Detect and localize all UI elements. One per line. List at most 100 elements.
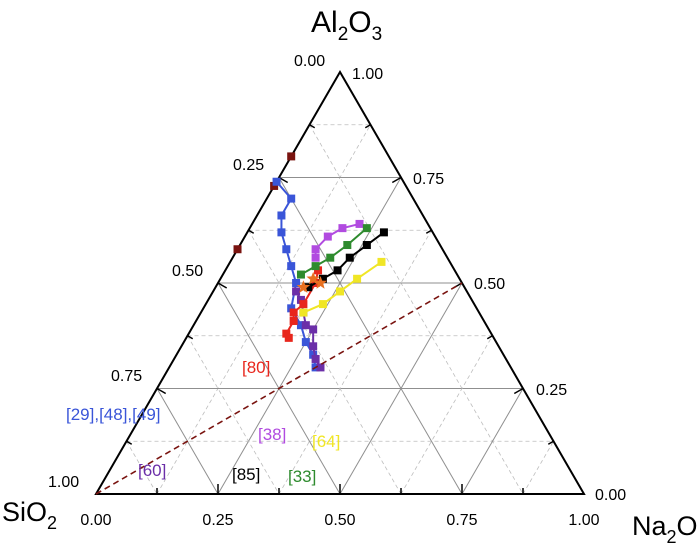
tick-bottom-0: 0.00 [80,512,111,529]
grid-line-na-1 [156,124,371,495]
point-5-1 [311,262,320,271]
point-5-0 [296,270,305,279]
tick-mark-left-5 [248,229,255,234]
tick-mark-left-1 [126,440,133,445]
tick-bottom-3: 0.75 [446,512,477,529]
grid-line-na-7 [522,441,554,495]
tick-left-2: 0.50 [172,263,203,280]
point-6-4 [377,257,386,266]
point-1-8 [296,321,305,330]
point-3-3 [289,308,298,317]
tick-mark-left-3 [187,335,194,340]
tick-right-0: 1.00 [352,66,383,83]
corner-label-top: Al2O3 [311,6,382,45]
point-7-3 [345,253,354,262]
point-6-2 [336,287,344,296]
grid-line-na-4 [339,282,463,495]
point-5-3 [343,241,352,250]
point-1-4 [282,245,291,254]
point-2-5 [309,342,318,351]
chart-series [233,152,388,372]
tick-bottom-2: 0.50 [324,512,355,529]
point-2-6 [311,354,320,363]
point-3-6 [314,266,323,275]
point-star-8-0 [296,280,311,293]
point-6-1 [318,300,327,309]
point-1-7 [287,304,296,313]
point-7-4 [362,241,371,250]
tick-bottom-4: 1.00 [568,512,599,529]
series-label-29-48-49: [29],[48],[49] [66,405,161,424]
corner-label-left: SiO2 [2,497,57,533]
point-1-6 [292,279,301,287]
point-2-1 [296,295,305,304]
series-label-60: [60] [138,461,166,480]
point-2-4 [309,325,318,334]
series-label-38: [38] [258,425,286,444]
point-1-5 [287,262,296,271]
point-1-3 [277,228,286,237]
series-label-80: [80] [242,358,270,377]
tick-mark-right-3 [486,335,493,340]
point-2-0 [292,287,301,296]
point-3-2 [289,316,298,325]
corner-label-right: Na2O [632,511,698,546]
tick-mark-right-6 [391,176,402,184]
point-1-1 [287,194,296,203]
point-4-3 [338,224,347,233]
grid-line-na-5 [400,335,493,495]
point-6-3 [353,274,362,283]
point-5-2 [326,253,335,262]
point-3-0 [284,333,293,342]
point-7-5 [379,228,388,237]
grid-line-si-3 [248,230,402,495]
tick-left-3: 0.75 [111,368,142,385]
tick-mark-left-7 [309,124,316,129]
point-4-0 [311,253,320,262]
point-0-0 [287,152,296,161]
point-3-4 [299,300,308,309]
point-4-1 [311,245,320,254]
point-1-10 [309,350,318,359]
tick-mark-right-5 [425,229,432,234]
point-1-2 [277,211,286,220]
point-7-0 [304,283,313,292]
tick-left-0: 0.00 [294,53,325,70]
point-7-2 [333,266,342,275]
chart-annotations [95,282,463,495]
point-2-3 [301,321,310,330]
series-label-33: [33] [288,467,316,486]
reference-line [95,282,463,495]
point-4-4 [355,219,364,228]
point-star-8-2 [313,276,328,289]
point-6-0 [299,308,308,317]
tick-mark-right-7 [364,124,371,129]
tick-mark-right-1 [547,440,554,445]
tick-left-4: 1.00 [48,474,79,491]
series-label-64: [64] [312,432,340,451]
tick-mark-left-4 [217,282,228,289]
tick-right-2: 0.50 [474,276,505,293]
grid-line-na-3 [278,230,432,495]
grid-line-na-6 [461,388,524,495]
tick-right-1: 0.75 [413,171,444,188]
point-3-1 [282,329,291,338]
tick-left-1: 0.25 [233,157,264,174]
tick-mark-right-2 [513,387,524,395]
tick-right-4: 0.00 [595,487,626,504]
point-1-9 [301,338,310,347]
point-0-1 [270,181,279,190]
point-0-2 [233,245,242,254]
tick-mark-left-2 [156,387,167,395]
grid-line-si-1 [309,124,524,495]
point-2-7 [316,363,325,372]
grid-line-si-5 [187,335,280,495]
point-star-8-1 [306,271,320,285]
point-1-0 [272,177,281,186]
series-label-85: [85] [232,465,260,484]
point-4-2 [323,232,332,241]
tick-bottom-1: 0.25 [202,512,233,529]
point-7-1 [318,274,327,283]
tick-right-3: 0.25 [536,382,567,399]
